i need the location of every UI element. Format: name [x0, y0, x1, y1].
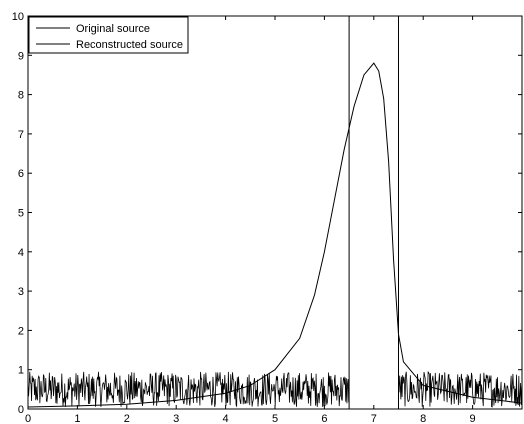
x-tick-label: 9	[470, 413, 476, 424]
x-tick-label: 1	[74, 413, 80, 424]
x-tick-label: 8	[420, 413, 426, 424]
y-tick-label: 4	[18, 247, 24, 259]
x-tick-label: 0	[25, 413, 31, 424]
y-tick-label: 1	[18, 365, 24, 377]
x-tick-label: 3	[173, 413, 179, 424]
y-tick-label: 8	[18, 90, 24, 102]
y-tick-label: 6	[18, 168, 24, 180]
series-reconstructed-source-line	[27, 62, 523, 408]
y-tick-label: 2	[18, 325, 24, 337]
y-tick-label: 9	[18, 50, 24, 62]
y-tick-label: 0	[18, 404, 24, 416]
legend-label-original-source: Original source	[76, 23, 150, 35]
x-tick-label: 2	[124, 413, 130, 424]
plot-background	[28, 16, 522, 409]
x-tick-label: 4	[223, 413, 229, 424]
y-tick-label: 3	[18, 286, 24, 298]
x-tick-label: 5	[272, 413, 278, 424]
x-tick-label: 7	[371, 413, 377, 424]
legend-label-reconstructed-source: Reconstructed source	[76, 39, 183, 51]
legend: Original source Reconstructed source	[28, 16, 189, 54]
y-tick-label: 7	[18, 129, 24, 141]
x-tick-label: 6	[321, 413, 327, 424]
series-reconstructed-noise-right	[398, 370, 523, 408]
y-tick-label: 10	[12, 11, 24, 23]
axis-ticks: 0 1 2 3 4 5 6 7 8 9 0 1 2 3 4 5 6 7 8 9 10	[12, 11, 522, 424]
y-tick-label: 5	[18, 208, 24, 220]
legend-box	[28, 16, 189, 54]
series-reconstructed-noise-left	[27, 371, 350, 408]
